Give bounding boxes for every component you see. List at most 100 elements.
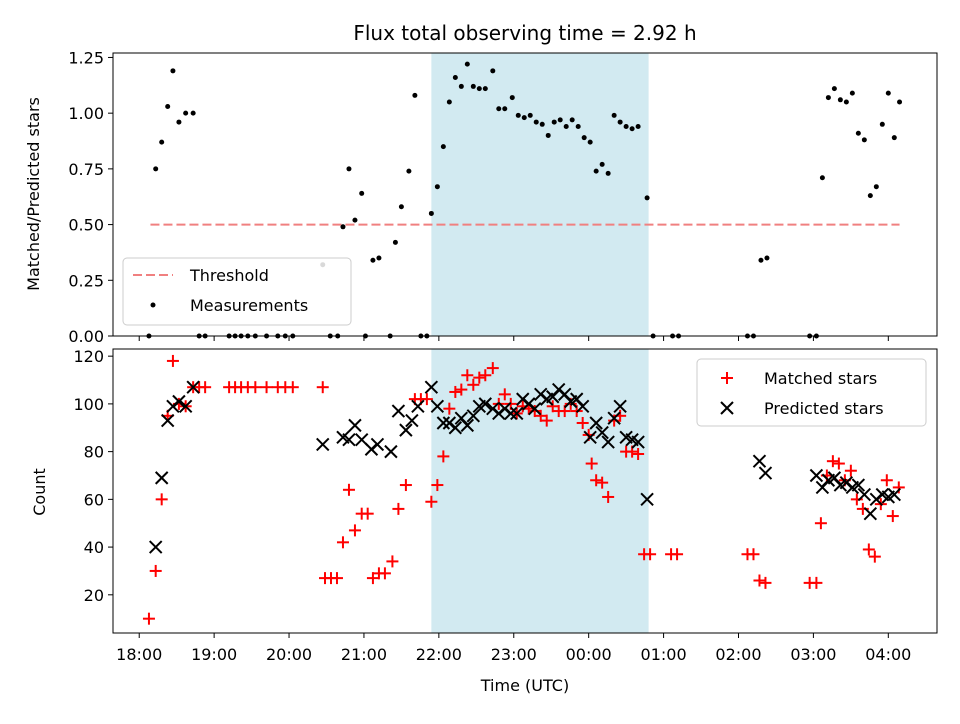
matched-star-point xyxy=(386,555,399,568)
predicted-star-point xyxy=(466,409,481,423)
predicted-star-point xyxy=(172,394,186,409)
measurement-point xyxy=(170,68,176,74)
predicted-star-point xyxy=(411,399,425,413)
measurement-point xyxy=(581,135,587,141)
measurement-point xyxy=(891,135,897,141)
matched-star-point xyxy=(671,548,684,561)
measurement-point xyxy=(392,239,398,245)
bottom-y-tick-label: 40 xyxy=(84,538,104,557)
top-highlight-span xyxy=(431,53,649,336)
matched-star-point xyxy=(420,393,433,406)
measurement-point xyxy=(515,112,521,118)
predicted-star-point xyxy=(857,487,872,502)
bottom-x-tick-label: 23:00 xyxy=(491,645,537,664)
chart-title: Flux total observing time = 2.92 h xyxy=(353,21,696,45)
measurement-point xyxy=(644,195,650,201)
predicted-star-point xyxy=(589,416,603,430)
measurement-point xyxy=(452,75,458,81)
matched-star-point xyxy=(455,383,468,396)
bottom-y-tick-label: 20 xyxy=(84,586,104,605)
measurement-point xyxy=(569,117,575,123)
predicted-star-point xyxy=(510,406,524,421)
predicted-star-point xyxy=(863,506,878,521)
matched-star-point xyxy=(342,483,355,496)
matched-star-point xyxy=(449,385,462,398)
bottom-x-tick-label: 00:00 xyxy=(566,645,612,664)
matched-star-point xyxy=(540,414,553,427)
bottom-highlight-span xyxy=(431,349,649,633)
measurements-series xyxy=(146,61,903,339)
measurement-point xyxy=(849,90,855,96)
bottom-plot-frame xyxy=(112,348,938,634)
top-panel: 0.00 0.25 0.50 0.75 1.00 1.25 Matched/Predict… xyxy=(24,48,938,346)
measurement-point xyxy=(521,115,527,121)
measurement-point xyxy=(831,86,837,92)
matched-star-point xyxy=(336,536,349,549)
measurement-point xyxy=(819,175,825,181)
bottom-x-axis-label: Time (UTC) xyxy=(480,676,569,695)
matched-star-point xyxy=(644,548,657,561)
measurement-point xyxy=(406,168,412,174)
bottom-y-tick-label: 120 xyxy=(73,347,104,366)
measurement-point xyxy=(376,255,382,261)
measurement-point xyxy=(490,68,496,74)
matched-star-point xyxy=(461,369,474,382)
measurement-point xyxy=(575,124,581,130)
matched-star-point xyxy=(810,576,823,589)
predicted-star-point xyxy=(424,380,439,394)
predicted-star-point xyxy=(342,432,356,447)
predicted-star-point xyxy=(436,416,451,430)
predicted-star-point xyxy=(186,380,200,394)
predicted-star-point xyxy=(607,411,621,425)
matched-star-point xyxy=(747,548,760,561)
bottom-x-tick-label: 19:00 xyxy=(191,645,237,664)
top-y-axis-ticks: 0.00 0.25 0.50 0.75 1.00 1.25 xyxy=(68,48,113,346)
predicted-star-point xyxy=(316,437,330,452)
matched-star-point xyxy=(399,479,412,492)
predicted-star-point xyxy=(758,466,773,480)
matched-star-point xyxy=(316,381,329,394)
predicted-star-point xyxy=(631,435,645,449)
matched-star-point xyxy=(880,474,893,487)
matched-star-point xyxy=(486,362,499,375)
measurement-point xyxy=(623,124,629,130)
matched-star-point xyxy=(260,381,273,394)
measurement-point xyxy=(398,204,404,210)
predicted-star-point xyxy=(148,540,163,554)
legend-threshold-label: Threshold xyxy=(189,266,269,285)
predicted-star-point xyxy=(752,454,767,468)
predicted-star-point xyxy=(504,406,518,421)
measurement-point xyxy=(587,139,593,145)
matched-star-point xyxy=(498,388,511,401)
measurement-point xyxy=(533,119,539,125)
legend-matched-swatch xyxy=(721,372,733,384)
matched-star-point xyxy=(473,371,486,384)
predicted-star-point xyxy=(595,425,609,440)
matched-star-point xyxy=(479,369,492,382)
measurement-point xyxy=(563,124,569,130)
bottom-legend: Matched stars Predicted stars xyxy=(696,358,927,427)
predicted-star-point xyxy=(601,435,615,449)
measurement-point xyxy=(825,95,831,101)
matched-star-point xyxy=(330,572,343,585)
measurement-point xyxy=(412,92,418,98)
matched-star-point xyxy=(166,354,179,367)
top-y-tick-label: 0.75 xyxy=(68,160,104,179)
bottom-panel: 20 40 60 80 100 120 18:00 19:00 20:00 21:00 22:00… xyxy=(30,347,938,695)
measurement-point xyxy=(509,95,515,101)
measurement-point xyxy=(885,90,891,96)
matched-star-point xyxy=(392,502,405,515)
matched-star-point xyxy=(348,524,361,537)
legend-predicted-swatch xyxy=(720,401,734,415)
matched-star-point xyxy=(155,493,168,506)
measurement-point xyxy=(897,99,903,105)
top-y-tick-label: 0.50 xyxy=(68,216,104,235)
measurement-point xyxy=(346,166,352,172)
predicted-star-point xyxy=(399,423,413,437)
matched-star-point xyxy=(142,612,155,625)
bottom-y-axis-ticks: 20 40 60 80 100 120 xyxy=(73,347,113,605)
bottom-x-tick-label: 03:00 xyxy=(790,645,836,664)
predicted-star-point xyxy=(478,397,493,411)
bottom-x-axis-ticks: 18:00 19:00 20:00 21:00 22:00 23:00 00:00 01:00… xyxy=(116,633,911,664)
